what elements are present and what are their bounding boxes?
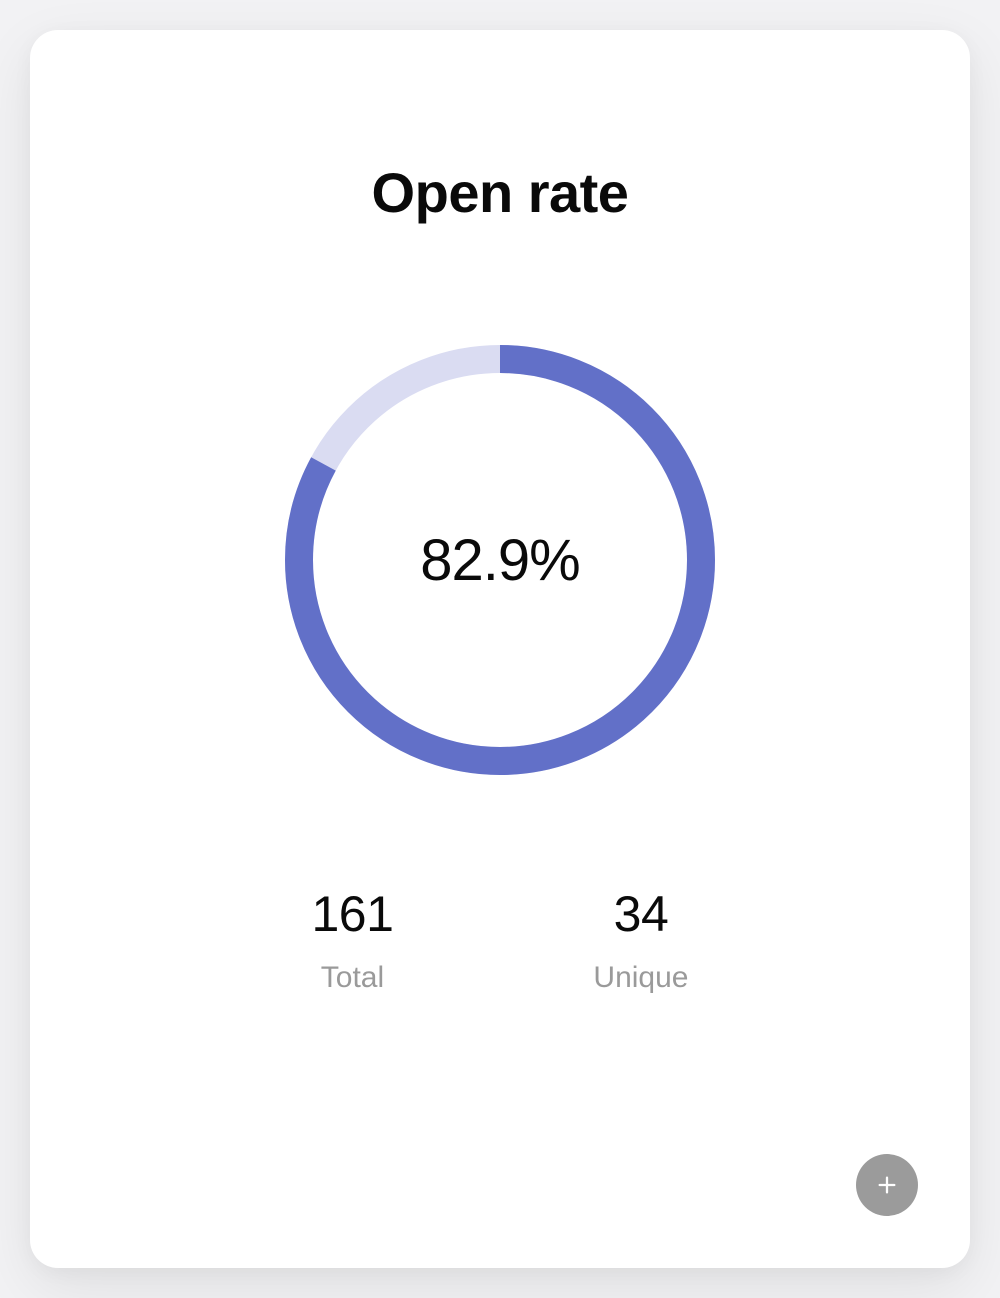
stat-total-value: 161 bbox=[311, 885, 393, 943]
donut-chart: 82.9% bbox=[285, 345, 715, 775]
stat-unique-value: 34 bbox=[614, 885, 669, 943]
stats-row: 161 Total 34 Unique bbox=[90, 885, 910, 995]
donut-value: 82.9% bbox=[420, 527, 579, 594]
add-button[interactable] bbox=[856, 1154, 918, 1216]
stat-unique-label: Unique bbox=[593, 961, 688, 995]
donut-center: 82.9% bbox=[285, 345, 715, 775]
stat-total: 161 Total bbox=[311, 885, 393, 995]
stat-total-label: Total bbox=[321, 961, 384, 995]
plus-icon bbox=[876, 1174, 898, 1196]
stat-unique: 34 Unique bbox=[593, 885, 688, 995]
metric-card: Open rate 82.9% 161 Total 34 Unique bbox=[30, 30, 970, 1268]
card-title: Open rate bbox=[372, 160, 629, 225]
